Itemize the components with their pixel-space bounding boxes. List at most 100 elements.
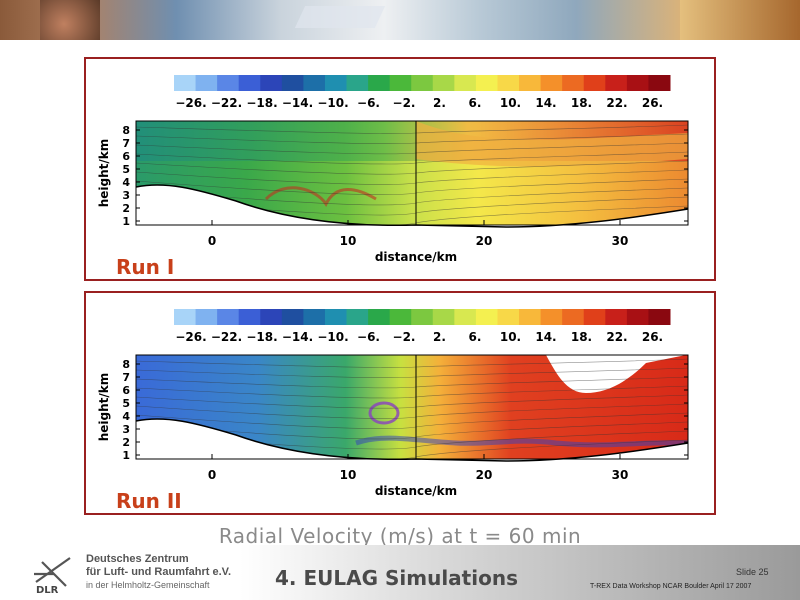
x-tick-label: 0 [208,468,216,482]
colorbar-tick-label: 6. [469,96,482,110]
colorbar-tick-label: −2. [393,96,416,110]
colorbar-tick-label: 22. [606,330,627,344]
x-tick-label: 10 [340,468,357,482]
velocity-field-gap [546,355,686,393]
y-tick-label: 8 [122,358,130,371]
y-axis-label: height/km [97,139,111,208]
colorbar-swatch [238,309,261,325]
colorbar-tick-label: −22. [211,330,242,344]
section-title: 4. EULAG Simulations [275,566,518,590]
colorbar-tick-label: −6. [357,330,380,344]
colorbar [174,309,671,325]
colorbar-tick-label: 18. [571,96,592,110]
y-tick-label: 3 [122,189,130,202]
colorbar-tick-label: 22. [606,96,627,110]
colorbar-swatch [562,309,585,325]
colorbar-tick-label: 14. [535,330,556,344]
colorbar-ticks: −26. −22. −18. −14. −10. −6. −2. 2. 6. 10. 14. 18. 2… [175,96,663,110]
y-tick-label: 6 [122,384,130,397]
y-tick-label: 3 [122,423,130,436]
x-tick-label: 20 [476,234,493,248]
terrain-outline [135,418,689,462]
terrain [136,418,688,461]
y-tick-label: 5 [122,163,130,176]
colorbar-swatch [260,309,283,325]
plot-frame [135,120,689,226]
colorbar-swatch [562,75,585,91]
colorbar-swatch [432,309,455,325]
colorbar-tick-label: −2. [393,330,416,344]
terrain-outline [135,184,689,228]
y-tick-label: 1 [122,449,130,462]
plot-frame [135,354,689,460]
colorbar-swatch [324,309,348,325]
colorbar-swatch [605,309,628,325]
colorbar-swatch [519,75,542,91]
colorbar-swatch [411,309,434,325]
y-tick-label: 4 [122,410,130,423]
colorbar-swatch [238,75,261,91]
run-1-figure-panel: −26. −22. −18. −14. −10. −6. −2. 2. 6. 10. 14. 18. 2… [84,57,716,281]
colorbar-swatch [497,75,520,91]
x-tick-label: 20 [476,468,493,482]
colorbar-swatch [346,309,369,325]
colorbar-swatch [368,309,391,325]
colorbar-tick-label: −14. [282,330,313,344]
colorbar-swatch [174,309,197,325]
y-tick-label: 2 [122,436,130,449]
colorbar-tick-label: 14. [535,96,556,110]
colorbar-swatch [368,75,391,91]
colorbar-swatch [519,309,542,325]
colorbar-tick-label: 2. [433,96,446,110]
colorbar-tick-label: −18. [246,330,277,344]
colorbar-swatch [454,309,477,325]
banner-decoration [294,6,386,28]
colorbar [174,75,671,91]
colorbar-swatch [260,75,283,91]
colorbar-swatch [540,75,563,91]
colorbar-swatch [217,75,240,91]
footer-bar [0,545,800,600]
colorbar-tick-label: 2. [433,330,446,344]
colorbar-swatch [432,75,455,91]
colorbar-swatch [605,75,628,91]
colorbar-swatch [648,75,671,91]
org-name-line1: Deutsches Zentrum [86,553,189,565]
colorbar-swatch [303,75,326,91]
colorbar-tick-label: −10. [317,330,348,344]
colorbar-tick-label: 6. [469,330,482,344]
colorbar-tick-label: −18. [246,96,277,110]
x-axis-label: distance/km [375,484,457,498]
colorbar-swatch [411,75,434,91]
colorbar-swatch [324,75,348,91]
x-tick-label: 30 [612,234,629,248]
colorbar-swatch [303,309,326,325]
x-tick-label: 10 [340,234,357,248]
colorbar-swatch [346,75,369,91]
colorbar-swatch [648,309,671,325]
colorbar-tick-label: −26. [175,96,206,110]
velocity-field-plume [416,121,688,167]
colorbar-swatch [195,309,218,325]
colorbar-swatch [195,75,218,91]
velocity-field-vortex [368,401,400,425]
colorbar-swatch [281,75,304,91]
y-tick-label: 6 [122,150,130,163]
colorbar-swatch [389,309,412,325]
y-axis-label: height/km [97,373,111,442]
banner-decoration [40,0,100,40]
y-tick-label: 2 [122,202,130,215]
header-banner-image [0,0,800,40]
workshop-info: T-REX Data Workshop NCAR Boulder April 1… [590,583,752,590]
run-1-velocity-plot: −26. −22. −18. −14. −10. −6. −2. 2. 6. 10. 14. 18. 2… [97,75,689,264]
colorbar-swatch [626,75,649,91]
colorbar-swatch [540,309,563,325]
y-tick-label: 8 [122,124,130,137]
colorbar-tick-label: −26. [175,330,206,344]
colorbar-swatch [475,309,498,325]
colorbar-swatch [174,75,197,91]
org-name-line2: für Luft- und Raumfahrt e.V. [86,566,232,578]
banner-decoration [680,0,800,40]
